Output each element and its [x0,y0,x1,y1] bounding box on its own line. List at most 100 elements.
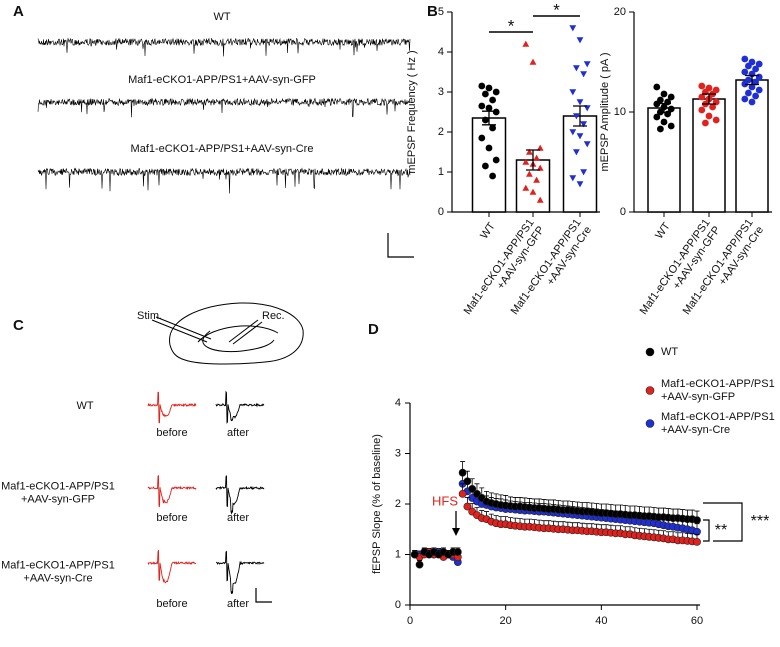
significance: * [508,16,515,35]
y-tick-label: 3 [438,86,444,98]
data-point [660,118,668,126]
y-axis-label: mEPSP Amplitude ( pA ) [599,52,611,171]
stim-label: Stim. [137,310,162,322]
data-point [755,60,763,68]
data-point [478,134,486,142]
data-point [698,93,706,101]
data-point [653,113,661,121]
data-point [569,25,577,32]
data-point [526,170,533,177]
data-point [741,80,749,88]
error-bar [573,105,587,127]
legend-marker [645,386,655,395]
data-point [478,82,486,90]
y-tick-label: 20 [614,6,626,18]
significance: * [553,0,560,19]
data-point [660,90,668,98]
data-point [485,104,493,112]
y-axis-label: mEPSP Frequency ( Hz ) [406,50,418,173]
significance: *** [751,513,770,530]
data-point [536,196,544,203]
x-tick-label: 20 [500,615,512,627]
trace-label: Maf1-eCKO1-APP/PS1+AAV-syn-Cre [131,143,314,155]
after-label: after [227,598,249,610]
data-point [489,172,496,180]
rec-label: Rec. [262,310,285,322]
panel-label: B [427,3,438,20]
data-point [478,102,486,110]
hippocampus-outline [169,302,304,365]
legend-label: WT [661,346,678,358]
data-point [698,82,706,90]
hfs-label: HFS [432,493,458,508]
data-point [529,58,537,65]
group-label: Maf1-eCKO1-APP/PS1 +AAV-syn-Cre [1,560,115,585]
data-point [741,55,749,63]
data-point [653,83,661,91]
data-point [482,90,489,98]
panel-label: A [13,3,24,20]
fepsp-trace [147,474,197,508]
x-tick-label: 0 [407,615,413,627]
x-tick-label: Maf1-eCKO1-APP/PS1+AAV-syn-GFP [462,217,547,324]
data-point [415,560,424,569]
data-point [569,175,577,182]
data-point [709,103,716,111]
y-tick-label: 1 [438,166,444,178]
data-point [705,112,713,120]
data-point [468,484,477,493]
y-tick-label: 4 [438,46,444,58]
data-point [580,169,587,176]
data-point [482,116,489,124]
data-point [667,122,675,130]
legend-marker [645,347,655,357]
y-tick-label: 2 [395,498,401,510]
data-point [573,113,580,120]
before-label: before [156,427,187,439]
x-tick-label: WT [653,220,673,241]
data-point [657,125,664,133]
hippocampus-layer [202,330,275,353]
data-point [522,184,530,191]
x-tick-label: WT [478,220,498,241]
data-point [573,65,580,72]
data-point [533,154,540,161]
data-point [698,106,706,114]
data-point [667,93,675,101]
trace-label: WT [213,11,230,23]
y-tick-label: 0 [395,599,401,611]
data-point [712,116,720,124]
data-point [458,489,467,498]
y-tick-label: 1 [395,548,401,560]
data-point [522,158,530,165]
data-point [522,40,530,47]
data-point [741,68,749,76]
data-point [583,141,591,148]
data-point [485,144,493,152]
data-point [702,119,709,127]
data-point [664,110,671,118]
scale-bar [255,588,272,603]
y-tick-label: 10 [614,106,626,118]
data-point [492,108,500,116]
data-point [410,550,419,559]
error-bar [702,93,716,105]
y-tick-label: 3 [395,447,401,459]
significance: ** [715,522,727,539]
hfs-arrowhead [452,528,460,536]
group-label: Maf1-eCKO1-APP/PS1 +AAV-syn-GFP [1,481,115,506]
data-point [492,156,500,164]
error-bar [657,102,671,114]
bar [562,115,598,213]
data-point [693,537,701,546]
data-point [482,162,489,170]
rec-electrode [228,319,263,345]
y-axis-label: fEPSP Slope (% of baseline) [371,434,383,574]
trace-label: Maf1-eCKO1-APP/PS1+AAV-syn-GFP [128,74,316,86]
y-tick-label: 5 [438,6,444,18]
bar [471,117,507,213]
data-point [580,121,587,128]
data-point [580,71,587,78]
data-point [653,100,661,108]
significance-bracket [703,519,710,542]
